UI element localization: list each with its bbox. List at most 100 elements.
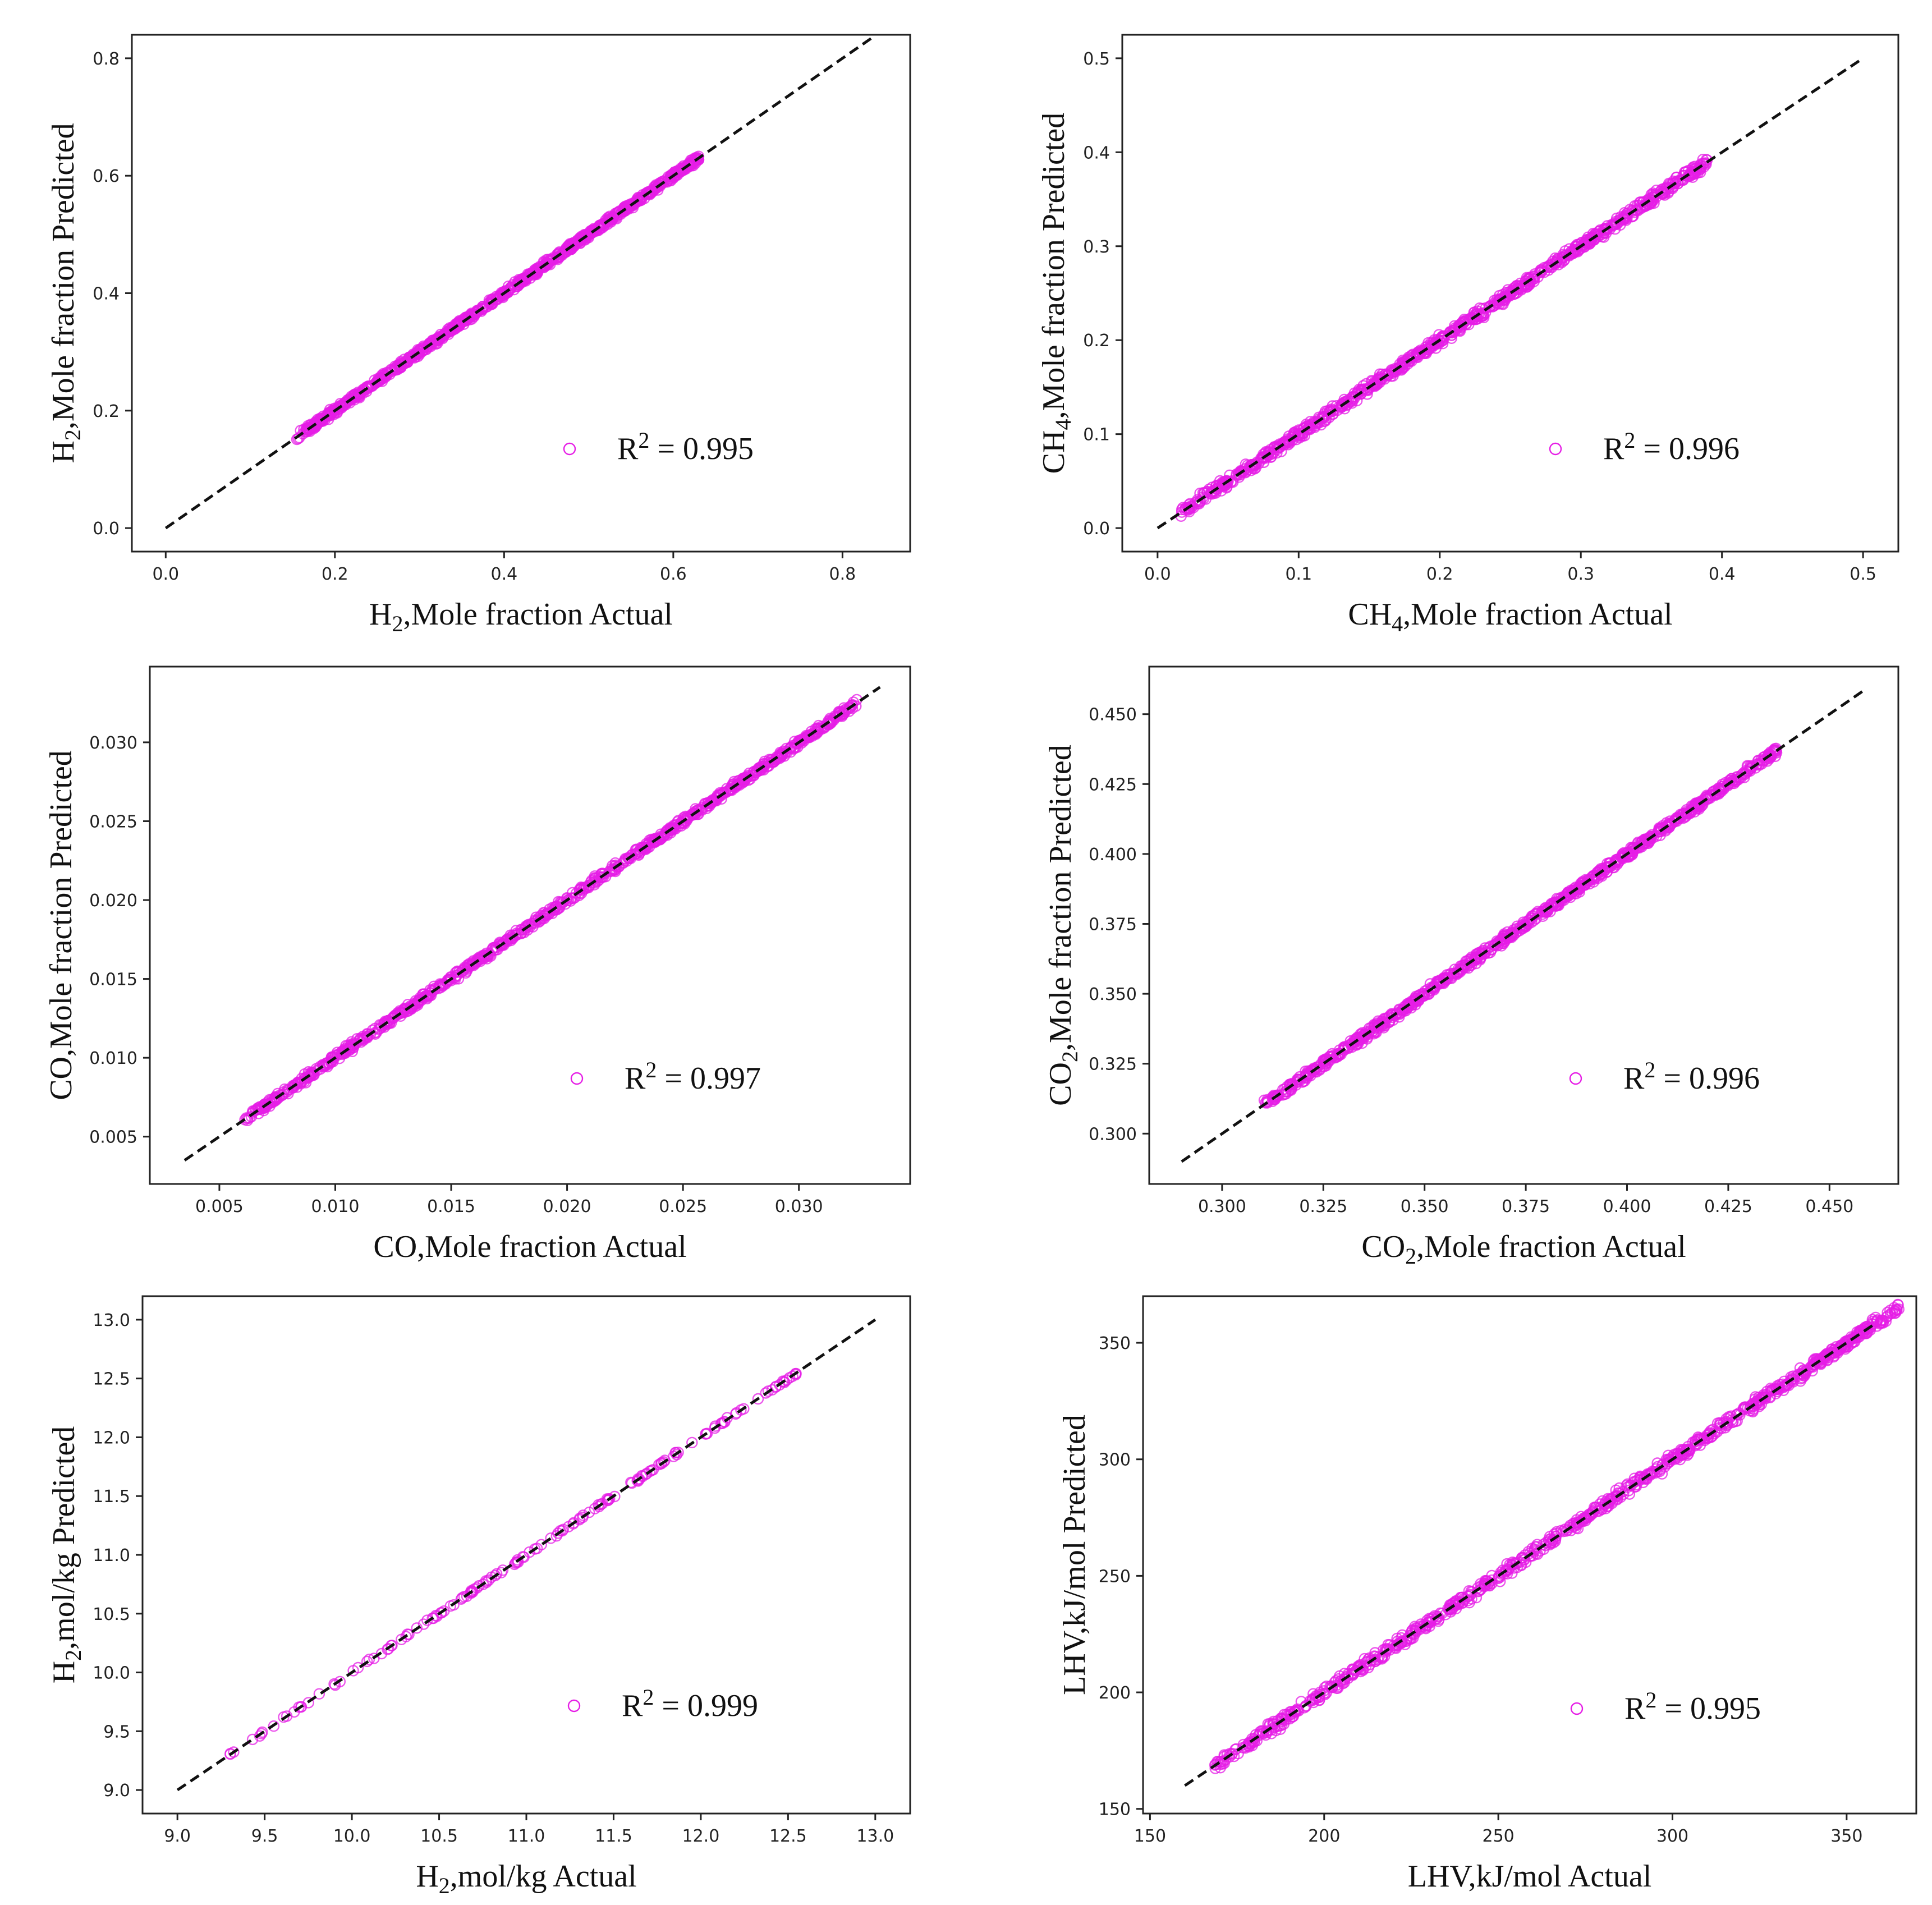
scatter-point — [455, 1593, 467, 1605]
scatter-point — [453, 320, 465, 332]
label-subscript: 2 — [61, 1650, 86, 1661]
label-subscript: 2 — [1405, 1243, 1416, 1269]
scatter-point — [483, 1574, 495, 1586]
scatter-point — [1371, 374, 1384, 386]
scatter-point — [1365, 1654, 1377, 1666]
scatter-point — [563, 894, 575, 906]
scatter-point — [1550, 1527, 1563, 1540]
x-tick-label: 10.5 — [420, 1826, 458, 1846]
scatter-point — [700, 1428, 712, 1440]
x-tick-label: 0.1 — [1285, 564, 1312, 584]
scatter-point — [570, 887, 582, 899]
scatter-point — [271, 1093, 283, 1105]
scatter-point — [739, 774, 751, 786]
scatter-point — [1383, 1015, 1395, 1027]
label-main: CO — [44, 1057, 79, 1100]
legend-r: R — [1623, 1061, 1645, 1096]
scatter-point — [659, 1454, 671, 1466]
scatter-point — [1685, 167, 1696, 178]
scatter-point — [670, 819, 682, 830]
legend-r: R — [1624, 1691, 1646, 1726]
scatter-point — [1833, 1344, 1845, 1356]
y-tick-label: 0.3 — [1083, 237, 1110, 257]
scatter-point — [510, 1557, 521, 1569]
legend-label: R2 = 0.996 — [1623, 1057, 1760, 1096]
scatter-point — [1569, 244, 1581, 256]
label-main: H — [369, 597, 392, 632]
scatter-point — [439, 328, 451, 339]
scatter-point — [1498, 933, 1510, 944]
scatter-point — [1349, 1035, 1361, 1048]
scatter-point — [1645, 1468, 1657, 1480]
scatter-point — [330, 1049, 342, 1061]
scatter-point — [1326, 1051, 1338, 1063]
y-tick-label: 0.450 — [1089, 705, 1137, 725]
scatter-point — [394, 1007, 406, 1019]
scatter-point — [1668, 815, 1681, 827]
scatter-point — [1279, 1083, 1291, 1095]
scatter-point — [540, 908, 552, 920]
scatter-point — [1603, 860, 1616, 873]
scatter-point — [400, 1631, 412, 1642]
scatter-point — [1183, 499, 1195, 511]
scatter-point — [1314, 1691, 1325, 1704]
label-subscript: 2 — [439, 1873, 450, 1898]
scatter-point — [1421, 343, 1433, 355]
axes-frame — [131, 34, 911, 553]
scatter-point — [327, 1051, 339, 1063]
scatter-point — [347, 393, 359, 405]
scatter-point — [686, 1436, 698, 1449]
scatter-point — [1246, 1735, 1258, 1747]
legend: R2 = 0.999 — [567, 1684, 758, 1723]
scatter-point — [1814, 1353, 1826, 1365]
scatter-point — [1479, 307, 1492, 319]
x-tick-label: 350 — [1830, 1826, 1862, 1846]
scatter-point — [1307, 1063, 1319, 1076]
scatter-point — [1523, 915, 1535, 927]
scatter-point — [307, 1067, 319, 1079]
scatter-point — [250, 1104, 262, 1116]
x-axis-label: CO2,Mole fraction Actual — [1361, 1229, 1686, 1269]
scatter-point — [1295, 427, 1307, 439]
scatter-point — [1670, 176, 1682, 188]
scatter-point — [501, 934, 513, 945]
scatter-point — [583, 879, 595, 892]
y-tick-label: 300 — [1099, 1450, 1131, 1470]
scatter-point — [1410, 995, 1422, 1007]
scatter-point — [1421, 1614, 1433, 1627]
scatter-point — [1237, 466, 1249, 478]
scatter-point — [686, 155, 698, 167]
scatter-point — [1488, 300, 1499, 312]
scatter-point — [709, 1422, 721, 1434]
scatter-point — [589, 1503, 601, 1514]
scatter-point — [1847, 1336, 1858, 1348]
x-tick-label: 300 — [1656, 1826, 1688, 1846]
scatter-point — [632, 1475, 644, 1487]
x-axis-label: CH4,Mole fraction Actual — [1348, 597, 1672, 636]
scatter-point — [1273, 1090, 1285, 1101]
scatter-point — [844, 701, 856, 713]
scatter-point — [1411, 351, 1423, 363]
scatter-point — [609, 860, 621, 872]
scatter-point — [1594, 868, 1607, 880]
scatter-point — [334, 1676, 346, 1688]
scatter-point — [473, 304, 485, 316]
x-axis-label: H2,mol/kg Actual — [416, 1859, 636, 1898]
legend-superscript: 2 — [638, 428, 649, 453]
scatter-point — [1261, 1094, 1273, 1106]
scatter-point — [1634, 839, 1646, 851]
x-tick-label: 250 — [1483, 1826, 1515, 1846]
axes-frame — [1142, 1295, 1917, 1815]
reference-line — [1181, 687, 1867, 1163]
scatter-point — [464, 960, 476, 972]
scatter-point — [632, 191, 644, 204]
scatter-point — [365, 380, 377, 392]
legend: R2 = 0.995 — [563, 428, 754, 466]
scatter-point — [401, 1628, 414, 1640]
scatter-point — [1307, 1688, 1319, 1700]
scatter-point — [1447, 969, 1460, 981]
scatter-point — [1437, 338, 1449, 350]
x-tick-label: 0.2 — [1426, 564, 1453, 584]
y-tick-label: 12.5 — [93, 1370, 130, 1389]
